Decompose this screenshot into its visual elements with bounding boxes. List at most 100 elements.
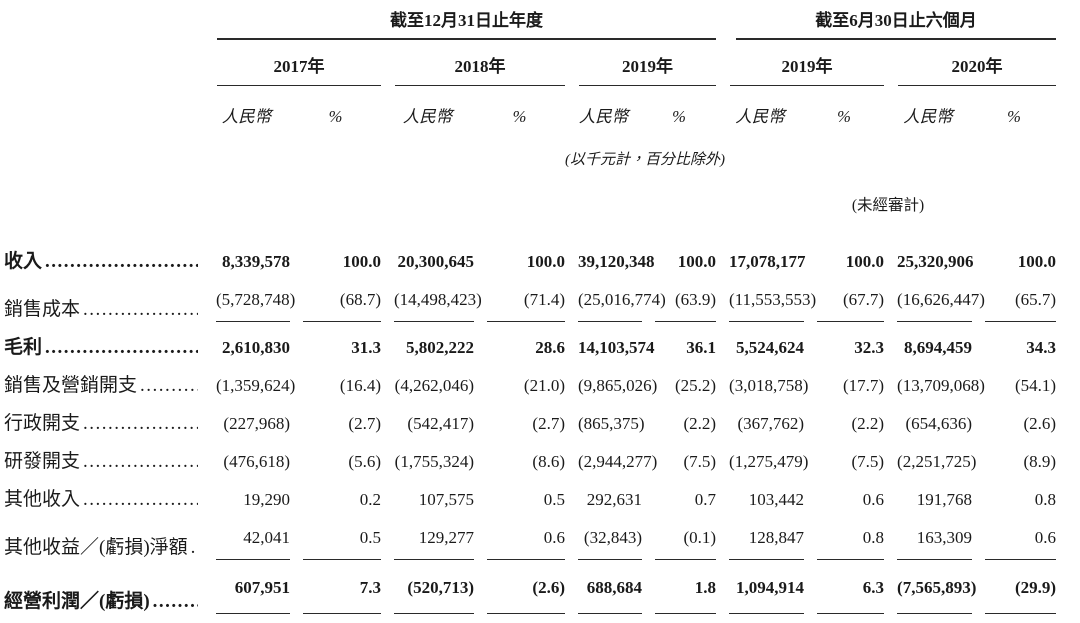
- dot-leader: [83, 450, 198, 474]
- row-label: 其他收益／(虧損)淨額: [4, 537, 188, 558]
- row-label: 銷售及營銷開支: [4, 375, 138, 396]
- percent-cell: (2.6): [1023, 414, 1057, 433]
- percent-cell: (7.5): [683, 452, 717, 471]
- dot-leader: [45, 336, 198, 360]
- percent-cell: 0.8: [1034, 490, 1057, 509]
- unaudited-note: (未經審計): [851, 197, 925, 214]
- percent-cell: 100.0: [1017, 252, 1057, 271]
- percent-cell: 0.5: [543, 490, 565, 509]
- value-cell: 128,847: [729, 526, 805, 560]
- percent-cell: (2.2): [683, 414, 717, 433]
- value-cell: 107,575: [418, 490, 474, 509]
- percent-cell: (8.6): [532, 452, 565, 471]
- row-cost-of-sales: 銷售成本 (5,728,748) (68.7) (14,498,423) (71…: [4, 274, 1057, 322]
- percent-cell: 0.2: [359, 490, 381, 509]
- percent-cell: (2.7): [348, 414, 381, 433]
- row-other-income: 其他收入 19,290 0.2 107,575 0.5 292,631 0.7 …: [4, 474, 1056, 512]
- year-header-2019-interim: 2019年: [730, 56, 885, 86]
- dot-leader: [153, 590, 198, 614]
- percent-header: %: [837, 107, 851, 126]
- percent-cell: (25.2): [674, 376, 717, 395]
- value-cell: (11,553,553): [729, 288, 816, 322]
- corner-spacer: [4, 0, 203, 40]
- percent-cell: (2.6): [487, 576, 565, 614]
- row-selling-marketing-expenses: 銷售及營銷開支 (1,359,624) (16.4) (4,262,046) (…: [4, 360, 1056, 398]
- dot-leader: [83, 298, 198, 322]
- value-cell: 14,103,574: [578, 338, 655, 357]
- value-cell: (2,944,277): [578, 452, 658, 471]
- dot-leader: [83, 412, 198, 436]
- row-label: 行政開支: [4, 413, 81, 434]
- value-cell: (3,018,758): [729, 376, 809, 395]
- percent-cell: 0.6: [487, 526, 565, 560]
- value-cell: (13,709,068): [897, 376, 985, 395]
- value-cell: 5,524,624: [736, 338, 805, 357]
- value-cell: (1,359,624): [216, 376, 296, 395]
- row-gross-profit: 毛利 2,610,830 31.3 5,802,222 28.6 14,103,…: [4, 322, 1056, 360]
- percent-cell: 7.3: [303, 576, 381, 614]
- percent-cell: 0.5: [303, 526, 381, 560]
- percent-cell: (63.9): [655, 288, 717, 322]
- value-cell: 607,951: [216, 576, 290, 614]
- value-cell: 1,094,914: [729, 576, 805, 614]
- value-cell: 163,309: [897, 526, 973, 560]
- units-note-row: (以千元計，百分比除外): [4, 128, 1056, 170]
- percent-cell: 100.0: [526, 252, 565, 271]
- value-cell: (5,728,748): [216, 288, 295, 322]
- value-cell: 20,300,645: [397, 252, 475, 271]
- percent-header: %: [512, 107, 527, 126]
- percent-header: %: [328, 107, 343, 126]
- unaudited-note-row: (未經審計): [4, 170, 1056, 216]
- percent-cell: (21.0): [523, 376, 565, 395]
- value-cell: (865,375): [578, 414, 645, 433]
- percent-cell: (0.1): [655, 526, 717, 560]
- currency-header: 人民幣: [735, 107, 785, 126]
- value-cell: 39,120,348: [578, 252, 655, 271]
- value-cell: 103,442: [748, 490, 805, 509]
- percent-cell: (29.9): [985, 576, 1057, 614]
- year-header-2020: 2020年: [898, 56, 1057, 86]
- value-cell: 5,802,222: [406, 338, 474, 357]
- units-note: (以千元計，百分比除外): [565, 152, 725, 168]
- value-cell: 191,768: [916, 490, 973, 509]
- dot-leader: [45, 250, 198, 274]
- row-label: 銷售成本: [4, 299, 81, 320]
- value-cell: (542,417): [407, 414, 474, 433]
- value-cell: (4,262,046): [394, 376, 474, 395]
- row-other-gains-losses-net: 其他收益／(虧損)淨額 42,041 0.5 129,277 0.6 (32,8…: [4, 512, 1057, 560]
- percent-cell: 6.3: [817, 576, 885, 614]
- percent-cell: 0.7: [694, 490, 717, 509]
- value-cell: (7,565,893): [897, 576, 976, 614]
- financial-summary-table: 截至12月31日止年度 截至6月30日止六個月 2017年 2018年 2019…: [4, 0, 1057, 614]
- value-cell: 8,339,578: [222, 252, 290, 271]
- value-cell: (2,251,725): [897, 452, 977, 471]
- percent-cell: (2.7): [532, 414, 565, 433]
- percent-cell: 100.0: [677, 252, 717, 271]
- subheader-row: 人民幣 % 人民幣 % 人民幣 % 人民幣 % 人民幣 %: [4, 86, 1056, 128]
- period-header-interim: 截至6月30日止六個月: [736, 10, 1057, 40]
- value-cell: 688,684: [578, 576, 642, 614]
- percent-cell: (16.4): [339, 376, 381, 395]
- value-cell: 42,041: [216, 526, 290, 560]
- percent-cell: 100.0: [845, 252, 885, 271]
- value-cell: (476,618): [223, 452, 290, 471]
- currency-header: 人民幣: [402, 107, 453, 126]
- year-header-2019-annual: 2019年: [579, 56, 717, 86]
- value-cell: (32,843): [578, 526, 642, 560]
- percent-cell: 100.0: [342, 252, 381, 271]
- percent-cell: 32.3: [854, 338, 885, 357]
- row-revenue: 收入 8,339,578 100.0 20,300,645 100.0 39,1…: [4, 216, 1056, 274]
- value-cell: (9,865,026): [578, 376, 658, 395]
- percent-cell: 28.6: [535, 338, 565, 357]
- year-header-row: 2017年 2018年 2019年 2019年 2020年: [4, 40, 1057, 86]
- value-cell: 129,277: [394, 526, 474, 560]
- row-rd-expenses: 研發開支 (476,618) (5.6) (1,755,324) (8.6) (…: [4, 436, 1056, 474]
- value-cell: 292,631: [586, 490, 642, 509]
- currency-header: 人民幣: [578, 107, 629, 126]
- value-cell: (227,968): [223, 414, 290, 433]
- value-cell: (654,636): [905, 414, 973, 433]
- row-label: 經營利潤／(虧損): [4, 591, 150, 612]
- value-cell: 17,078,177: [729, 252, 806, 271]
- value-cell: (367,762): [737, 414, 805, 433]
- dot-leader: [83, 488, 198, 512]
